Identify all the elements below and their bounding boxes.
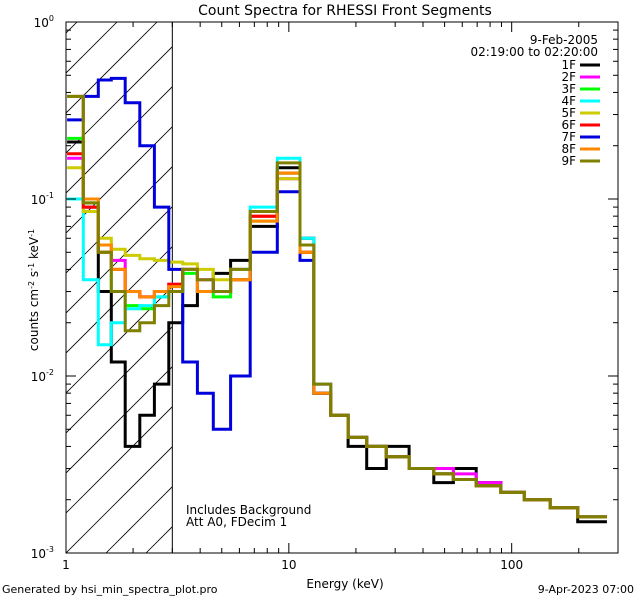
y-tick-exp: -2 xyxy=(46,368,54,377)
x-axis: 1 10 100 xyxy=(62,22,619,572)
footer-generator: Generated by hsi_min_spectra_plot.pro xyxy=(2,583,218,596)
legend-label: 6F xyxy=(561,118,576,132)
hatch-line xyxy=(66,126,173,234)
plot-frame xyxy=(65,21,619,554)
y-tick-exp: -3 xyxy=(46,545,54,554)
series-2F xyxy=(67,156,607,519)
series-4F xyxy=(67,156,607,519)
attenuator-hatch xyxy=(0,0,640,553)
y-tick-label: 10-2 xyxy=(31,368,54,384)
legend-label: 1F xyxy=(561,58,576,72)
hatch-line xyxy=(66,446,173,553)
observation-date: 9-Feb-2005 xyxy=(530,33,598,47)
y-axis-label: counts cm-2 s-1 keV-1 xyxy=(27,229,42,351)
series-1F xyxy=(67,140,607,524)
y-tick-label: 10-1 xyxy=(31,191,54,207)
y-tick-label: 10-3 xyxy=(31,545,54,561)
legend-label: 7F xyxy=(561,130,576,144)
y-tick-exp: -1 xyxy=(46,191,54,200)
legend-label: 3F xyxy=(561,82,576,96)
y-tick-base: 10 xyxy=(31,193,46,207)
y-tick-base: 10 xyxy=(31,547,46,561)
hatch-line xyxy=(346,0,640,553)
x-tick-label: 10 xyxy=(281,558,296,572)
legend-label: 2F xyxy=(561,70,576,84)
x-tick-label: 100 xyxy=(500,558,523,572)
hatch-line xyxy=(66,246,173,354)
hatch-line xyxy=(66,366,173,474)
hatch-line xyxy=(66,286,173,394)
y-axis-label-part: keV xyxy=(27,236,41,263)
hatch-line xyxy=(66,326,173,434)
y-axis-label-part: counts cm xyxy=(27,289,41,351)
series-9F xyxy=(67,94,607,519)
y-tick-base: 10 xyxy=(31,370,46,384)
footer-date: 9-Apr-2023 07:00 xyxy=(537,583,634,596)
series-5F xyxy=(67,166,607,519)
y-tick-base: 10 xyxy=(34,16,49,30)
legend-label: 9F xyxy=(561,154,576,168)
y-tick-exp: 0 xyxy=(49,14,54,23)
series-3F xyxy=(67,136,607,519)
time-range: 02:19:00 to 02:20:00 xyxy=(471,45,598,59)
annotation-attenuator: Att A0, FDecim 1 xyxy=(186,515,287,529)
y-axis-label-part: -1 xyxy=(27,229,36,237)
hatch-line xyxy=(66,206,173,314)
hatch-line xyxy=(306,0,640,553)
series-layer xyxy=(67,76,607,524)
legend-label: 4F xyxy=(561,94,576,108)
legend-label: 5F xyxy=(561,106,576,120)
y-axis-label-part: s xyxy=(27,271,41,281)
annotation-background: Includes Background xyxy=(186,503,311,517)
series-6F xyxy=(67,152,607,519)
hatch-line xyxy=(66,46,173,154)
hatch-line xyxy=(66,22,158,114)
hatch-line xyxy=(0,0,26,553)
chart-title: Count Spectra for RHESSI Front Segments xyxy=(198,3,492,19)
y-axis-label-part: -1 xyxy=(27,263,36,271)
hatch-line xyxy=(66,166,173,274)
y-axis-label-part: -2 xyxy=(27,281,36,289)
hatch-line xyxy=(105,486,173,553)
x-tick-label: 1 xyxy=(62,558,70,572)
hatch-line xyxy=(66,406,173,514)
hatch-line xyxy=(66,22,78,34)
y-tick-label: 100 xyxy=(34,14,54,30)
x-axis-label: Energy (keV) xyxy=(306,577,383,591)
legend-label: 8F xyxy=(561,142,576,156)
